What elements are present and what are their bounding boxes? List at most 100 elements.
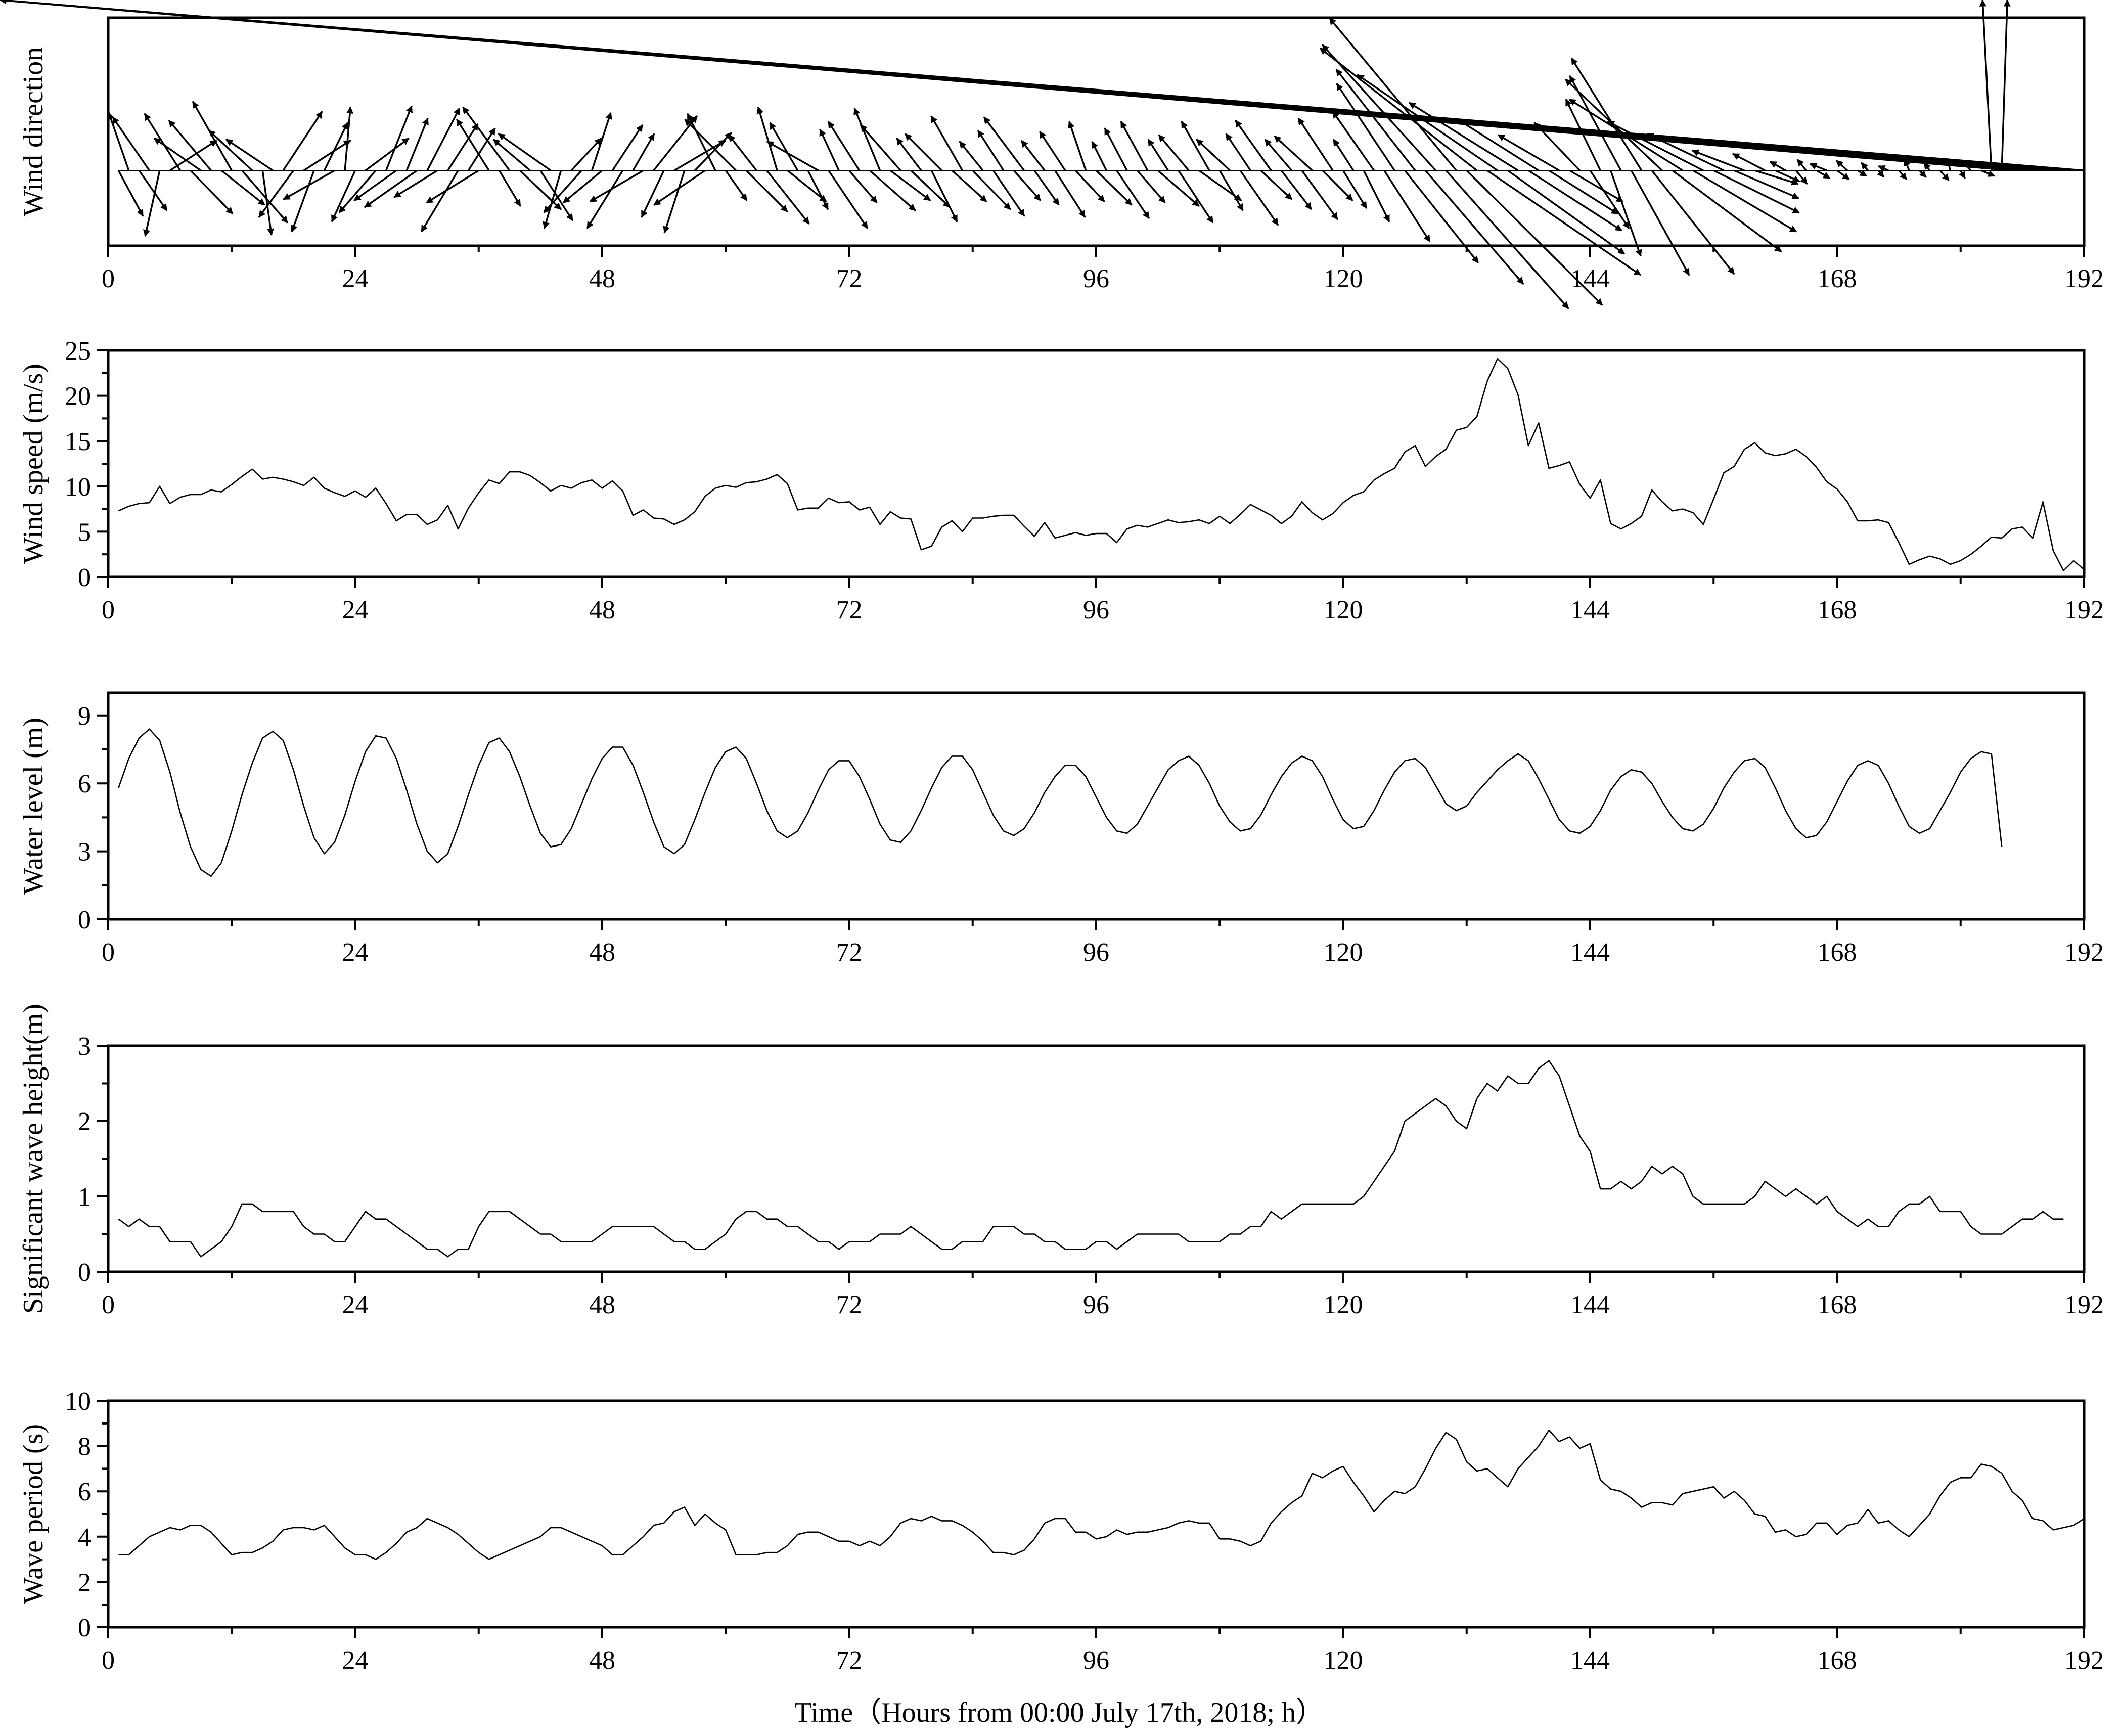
wind-arrow (1507, 169, 1626, 255)
wind-arrow (641, 170, 665, 218)
y-axis-title: Wind speed (m/s) (18, 364, 49, 564)
wind-arrow (344, 106, 354, 171)
wind-arrow (1769, 161, 1786, 171)
wind-arrow (1335, 68, 1416, 171)
y-tick-label: 2 (78, 1568, 91, 1597)
x-tick-label: 192 (2064, 1646, 2104, 1675)
x-tick-label: 144 (1570, 938, 1610, 967)
wind-arrow (282, 111, 323, 171)
wind-arrow (1357, 74, 1498, 171)
x-tick-label: 24 (342, 264, 369, 293)
x-tick-label: 96 (1083, 1646, 1109, 1675)
wind-arrow (1877, 170, 1885, 178)
x-tick-label: 72 (836, 1646, 863, 1675)
x-tick-label: 144 (1570, 596, 1610, 625)
wind-arrow (1466, 169, 1603, 306)
wind-arrow (331, 170, 356, 222)
x-tick-label: 24 (342, 938, 369, 967)
x-tick-label: 96 (1083, 264, 1109, 293)
wind-arrow (1329, 17, 1457, 171)
wind-arrow (562, 169, 603, 204)
wind-arrow (869, 169, 916, 211)
x-tick-label: 0 (102, 938, 115, 967)
wind-arrow (930, 115, 963, 171)
wind-arrow (117, 170, 144, 217)
wind-arrow (1336, 83, 1395, 171)
wind-arrow (1239, 170, 1279, 226)
wind-arrow (828, 170, 869, 229)
wind-arrow (1363, 170, 1390, 222)
wind-arrow (756, 106, 778, 171)
x-tick-label: 24 (342, 1290, 369, 1319)
x-tick-label: 96 (1083, 596, 1109, 625)
wind-arrow (462, 106, 511, 171)
wind-arrow (1630, 170, 1690, 276)
y-tick-label: 3 (78, 838, 91, 867)
x-tick-label: 48 (589, 264, 615, 293)
wind-arrow (1075, 169, 1105, 202)
wind-arrow (1342, 170, 1368, 209)
wind-arrow (405, 117, 429, 171)
wind-arrow (904, 133, 942, 171)
wind-arrow (1116, 170, 1150, 219)
wind-arrow (1383, 170, 1431, 243)
x-tick-label: 48 (589, 596, 615, 625)
y-tick-label: 15 (65, 427, 91, 456)
y-tick-label: 0 (78, 906, 91, 934)
wind-arrow (241, 170, 289, 224)
plot-frame (107, 1044, 2086, 1273)
wind-arrow (1301, 170, 1338, 220)
wind-arrow (426, 107, 461, 171)
wind-arrow (766, 170, 810, 225)
wind-arrow (910, 169, 951, 208)
wind-arrow (1095, 169, 1133, 206)
wind-arrow (1795, 170, 1808, 185)
y-tick-label: 3 (78, 1032, 91, 1061)
wind-arrow (1404, 170, 1479, 263)
wind-arrow (1425, 170, 1524, 285)
wind-arrow (192, 101, 233, 171)
wind-arrow (1589, 170, 1630, 229)
wind-arrow (1264, 139, 1293, 171)
wind-arrow (589, 169, 644, 203)
wind-arrow (745, 169, 788, 212)
wind-arrow (1732, 153, 1766, 171)
x-tick-label: 168 (1818, 1290, 1857, 1319)
wind-arrow (1445, 170, 1569, 309)
wind-arrow (611, 124, 644, 171)
wind-arrow (353, 169, 397, 201)
wind-arrow (543, 170, 582, 213)
wind-arrow (1570, 57, 1643, 171)
wind-arrow (190, 169, 234, 215)
wind-arrow (1980, 169, 1996, 177)
wind-arrow (426, 169, 479, 204)
wind-arrow (1691, 149, 1745, 171)
wind-arrow (586, 170, 624, 229)
wind-arrow (1068, 121, 1087, 171)
wind-arrow (1020, 140, 1046, 171)
plot-frame (107, 16, 2086, 247)
plot-frame (107, 691, 2086, 921)
y-axis-title: Significant wave height(m) (18, 1004, 49, 1314)
wind-arrow (819, 128, 840, 171)
wind-arrow (591, 112, 612, 171)
wind-arrow (1919, 169, 1927, 178)
wind-arrow (972, 169, 1011, 210)
wind-arrow (1939, 170, 1950, 182)
x-tick-label: 72 (836, 938, 863, 967)
wind-arrow (853, 107, 881, 171)
y-tick-label: 1 (78, 1183, 91, 1212)
wind-arrow (1809, 163, 1827, 171)
x-tick-label: 144 (1570, 1646, 1610, 1675)
x-tick-label: 144 (1570, 1290, 1610, 1319)
wind-arrow (1013, 170, 1042, 201)
wind-arrow (1322, 169, 1353, 201)
wind-arrow (1147, 139, 1169, 171)
wind-arrow (1332, 111, 1375, 171)
wind-arrow (420, 170, 459, 233)
wind-arrow (1054, 170, 1086, 218)
wind-arrow (1091, 141, 1107, 171)
